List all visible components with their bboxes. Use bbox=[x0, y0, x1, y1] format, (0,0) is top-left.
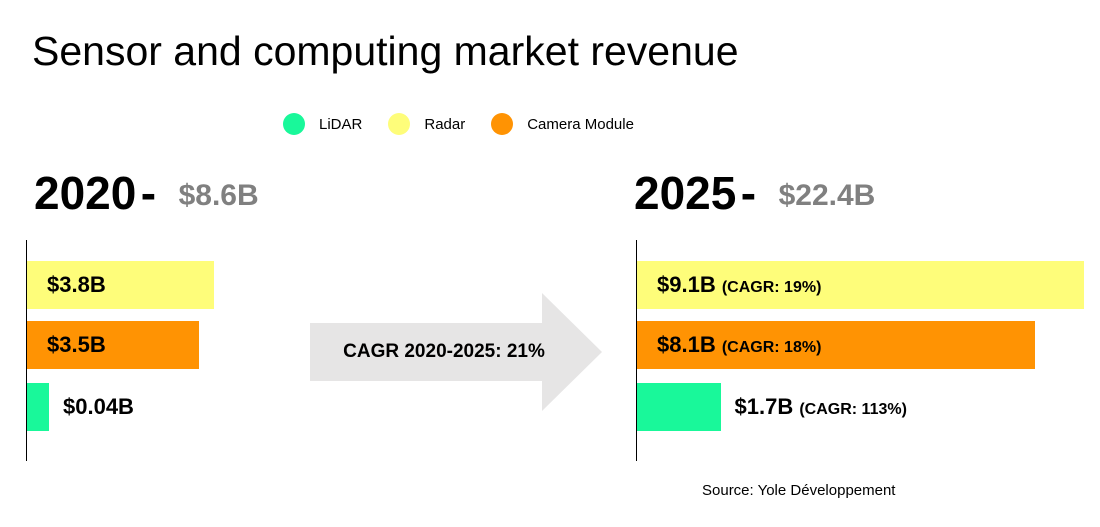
legend-swatch-lidar bbox=[283, 113, 305, 135]
year-heading-2025: 2025 - $22.4B bbox=[634, 164, 875, 234]
legend-item-camera-module: Camera Module bbox=[491, 113, 634, 135]
axis-line-2020 bbox=[26, 240, 27, 461]
bar-cagr-2025-lidar: (CAGR: 113%) bbox=[799, 401, 907, 418]
legend-swatch-camera-module bbox=[491, 113, 514, 135]
bar-value-2020-camera-module: $3.5B bbox=[47, 332, 106, 357]
bar-label-2025-lidar: $1.7B (CAGR: 113%) bbox=[735, 383, 907, 431]
legend-label-camera-module: Camera Module bbox=[527, 115, 634, 133]
cagr-arrow: CAGR 2020-2025: 21% bbox=[310, 293, 602, 411]
bar-label-2025-radar: $9.1B (CAGR: 19%) bbox=[657, 261, 821, 309]
year-dash-2020: - bbox=[140, 167, 157, 219]
bar-2020-camera-module bbox=[27, 321, 199, 369]
legend: LiDAR Radar Camera Module bbox=[283, 110, 660, 138]
bar-cagr-2025-camera-module: (CAGR: 18%) bbox=[721, 339, 822, 356]
bar-2025-radar bbox=[637, 261, 1084, 309]
bar-2025-camera-module bbox=[637, 321, 1035, 369]
bar-value-2025-camera-module: $8.1B bbox=[657, 332, 716, 357]
bar-cagr-2025-radar: (CAGR: 19%) bbox=[721, 279, 822, 296]
bar-label-2020-camera-module: $3.5B bbox=[47, 321, 106, 369]
chart-title: Sensor and computing market revenue bbox=[32, 28, 739, 74]
bar-value-2025-lidar: $1.7B bbox=[734, 394, 794, 419]
year-label-2020: 2020 bbox=[34, 167, 137, 219]
year-total-2020: $8.6B bbox=[178, 179, 259, 212]
cagr-arrow-text: CAGR 2020-2025: 21% bbox=[343, 341, 545, 362]
cagr-arrow-polygon bbox=[310, 293, 602, 411]
bar-label-2020-radar: $3.8B bbox=[47, 261, 106, 309]
legend-swatch-radar bbox=[388, 113, 411, 135]
year-heading-2020: 2020 - $8.6B bbox=[34, 164, 259, 234]
bar-value-2020-lidar: $0.04B bbox=[63, 394, 134, 419]
year-total-2025: $22.4B bbox=[778, 179, 876, 212]
legend-label-radar: Radar bbox=[424, 115, 466, 133]
bar-label-2020-lidar: $0.04B bbox=[63, 383, 134, 431]
bar-value-2025-radar: $9.1B bbox=[657, 272, 716, 297]
bar-2020-radar bbox=[27, 261, 214, 309]
axis-line-2025 bbox=[636, 240, 637, 461]
year-label-2025: 2025 bbox=[634, 167, 737, 219]
year-dash-2025: - bbox=[740, 167, 757, 219]
cagr-arrow-shape bbox=[310, 293, 602, 411]
bar-label-2025-camera-module: $8.1B (CAGR: 18%) bbox=[657, 321, 821, 369]
bar-value-2020-radar: $3.8B bbox=[47, 272, 106, 297]
legend-label-lidar: LiDAR bbox=[319, 115, 363, 133]
bar-2020-lidar bbox=[27, 383, 49, 431]
source-note: Source: Yole Développement bbox=[702, 482, 896, 499]
bar-2025-lidar bbox=[637, 383, 721, 431]
legend-item-radar: Radar bbox=[388, 113, 465, 135]
legend-item-lidar: LiDAR bbox=[283, 113, 362, 135]
